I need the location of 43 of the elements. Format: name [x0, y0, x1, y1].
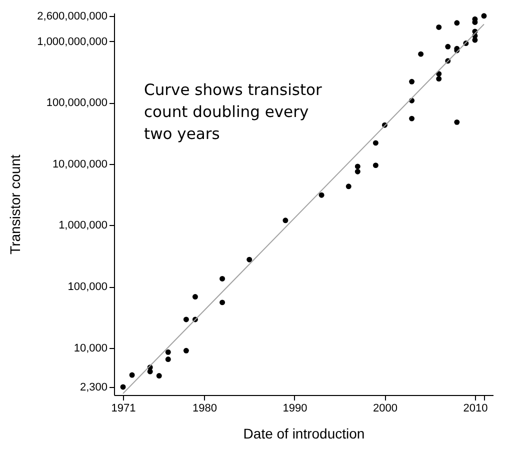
point [436, 24, 442, 30]
x-tick-label: 2000 [372, 402, 398, 414]
x-axis-title: Date of introduction [243, 426, 365, 442]
point [354, 164, 360, 170]
y-tick-label: 10,000,000 [52, 158, 108, 170]
point [454, 119, 460, 125]
point [409, 78, 415, 84]
point [354, 168, 360, 174]
point [372, 162, 378, 168]
x-tick-label: 2010 [463, 402, 488, 414]
y-tick-label: 1,000,000 [58, 220, 108, 232]
point [183, 348, 189, 354]
point [346, 184, 352, 190]
x-tick-label: 1980 [192, 402, 217, 414]
point [120, 384, 126, 390]
point [156, 373, 162, 379]
point [192, 294, 198, 300]
point [481, 13, 487, 19]
annotation: Curve shows transistor count doubling every two years [144, 81, 323, 143]
point [220, 300, 226, 306]
point [282, 218, 288, 224]
point [246, 256, 252, 262]
y-tick-label: 1,000,000,000 [37, 36, 108, 48]
point [454, 20, 460, 26]
y-tick-label: 100,000,000 [46, 97, 108, 110]
y-axis-title: Transistor count [7, 154, 24, 254]
x-tick-label: 1990 [282, 402, 308, 414]
point [220, 276, 226, 282]
point [372, 140, 378, 146]
point [436, 76, 442, 82]
point [445, 44, 451, 50]
point [418, 51, 424, 57]
point [165, 356, 171, 362]
point [318, 192, 324, 198]
y-tick-label: 100,000 [68, 281, 108, 294]
y-tick-label: 2,600,000,000 [37, 10, 108, 22]
x-tick-label: 1971 [111, 402, 136, 414]
point [409, 116, 415, 122]
y-tick-label: 2,300 [80, 381, 108, 394]
point [165, 349, 171, 355]
point [129, 372, 135, 378]
point [183, 316, 189, 322]
y-tick-label: 10,000 [74, 342, 108, 354]
